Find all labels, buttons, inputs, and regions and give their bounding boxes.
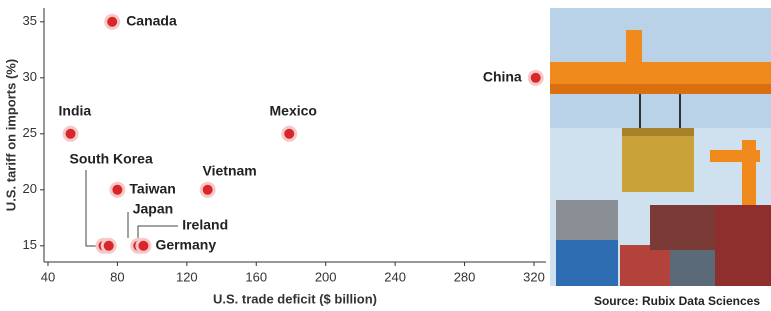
- point-label: China: [483, 69, 522, 85]
- point: [66, 129, 76, 139]
- point-label: South Korea: [70, 151, 153, 167]
- y-tick-label: 15: [23, 237, 37, 252]
- x-tick-label: 320: [523, 269, 545, 284]
- x-tick-label: 240: [384, 269, 406, 284]
- y-tick-label: 20: [23, 181, 37, 196]
- point-label: India: [59, 103, 92, 119]
- x-tick-label: 280: [454, 269, 476, 284]
- x-tick-label: 120: [176, 269, 198, 284]
- point: [104, 241, 114, 251]
- point-label: Mexico: [270, 103, 317, 119]
- point: [112, 185, 122, 195]
- point-label: Japan: [133, 201, 173, 217]
- y-tick-label: 25: [23, 125, 37, 140]
- x-tick-label: 200: [315, 269, 337, 284]
- point-label: Vietnam: [203, 163, 257, 179]
- point: [107, 17, 117, 27]
- x-axis-title: U.S. trade deficit ($ billion): [213, 291, 377, 306]
- point: [203, 185, 213, 195]
- point: [284, 129, 294, 139]
- x-tick-label: 40: [41, 269, 55, 284]
- x-tick-label: 80: [110, 269, 124, 284]
- y-axis-title: U.S. tariff on imports (%): [3, 59, 18, 211]
- x-tick-label: 160: [245, 269, 267, 284]
- point: [531, 73, 541, 83]
- source: Source: Rubix Data Sciences: [594, 294, 760, 308]
- chart: U.S. trade deficit ($ billion) U.S. tari…: [0, 0, 771, 311]
- photo: [550, 8, 771, 286]
- point-label: Ireland: [182, 217, 228, 233]
- point-label: Germany: [155, 237, 216, 253]
- point-label: Canada: [126, 13, 177, 29]
- y-tick-label: 30: [23, 69, 37, 84]
- point-label: Taiwan: [129, 181, 175, 197]
- point: [138, 241, 148, 251]
- y-tick-label: 35: [23, 13, 37, 28]
